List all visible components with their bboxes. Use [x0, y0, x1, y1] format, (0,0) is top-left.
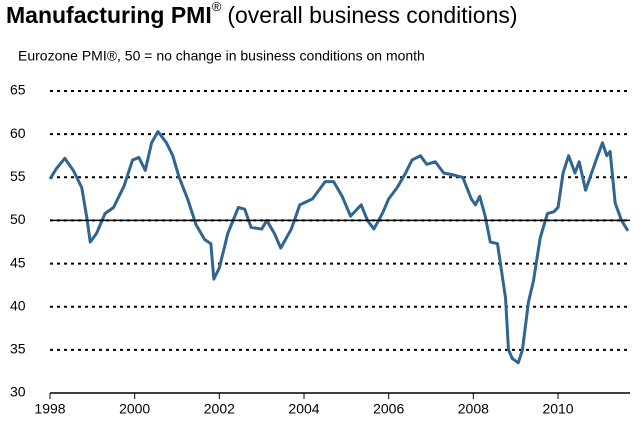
x-tick-label: 1998 — [34, 401, 65, 417]
x-tick-label: 2000 — [119, 401, 150, 417]
y-tick-label: 40 — [10, 297, 26, 313]
y-tick-label: 35 — [10, 341, 26, 357]
x-tick-label: 2010 — [542, 401, 573, 417]
y-tick-label: 60 — [10, 125, 26, 141]
y-tick-label: 65 — [10, 82, 26, 98]
y-tick-label: 50 — [10, 211, 26, 227]
series-line — [48, 130, 630, 365]
x-tick-label: 2008 — [458, 401, 489, 417]
subtitle: Eurozone PMI®, 50 = no change in busines… — [18, 48, 425, 64]
title-main: Manufacturing PMI — [6, 2, 212, 28]
chart-title: Manufacturing PMI® (overall business cond… — [6, 0, 518, 28]
x-tick-label: 2006 — [373, 401, 404, 417]
x-tick-label: 2004 — [288, 401, 319, 417]
y-tick-label: 30 — [10, 384, 26, 400]
y-tick-label: 55 — [10, 168, 26, 184]
y-tick-label: 45 — [10, 254, 26, 270]
title-suffix: (overall business conditions) — [227, 2, 517, 28]
title-mark: ® — [212, 0, 222, 14]
x-tick-label: 2002 — [204, 401, 235, 417]
